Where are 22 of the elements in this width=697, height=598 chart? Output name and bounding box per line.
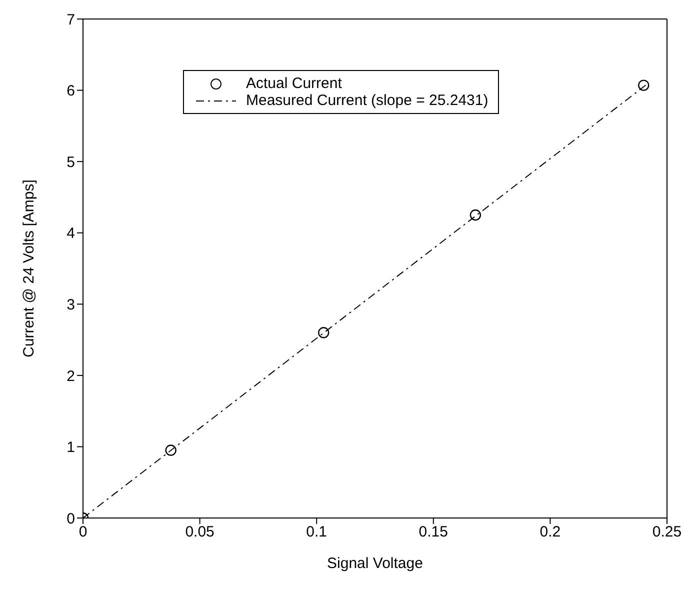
y-tick-label: 2: [66, 368, 75, 385]
point: [470, 209, 482, 221]
y-tick-label: 1: [66, 439, 75, 456]
point: [318, 327, 330, 338]
y-tick-label: 4: [66, 225, 75, 242]
y-axis-title: Current @ 24 Volts [Amps]: [20, 180, 38, 358]
y-tick-label: 0: [66, 510, 75, 528]
y-tick-label: 5: [66, 154, 75, 171]
x-tick-label: 0.05: [185, 524, 214, 541]
y-tick-label: 6: [66, 82, 75, 100]
x-tick-label: 0.15: [418, 524, 448, 541]
y-tick-label: 7: [66, 11, 75, 28]
point: [165, 444, 176, 456]
x-tick-label: 0.2: [540, 524, 561, 541]
x-tick-label: 0.1: [306, 524, 328, 541]
x-tick-label: 0.25: [652, 524, 682, 541]
point: [638, 80, 650, 91]
legend-label: Measured Current (slope = 25.2431): [246, 92, 488, 109]
x-tick-label: 0: [78, 524, 88, 541]
legend-label: Actual Current: [246, 75, 342, 92]
x-axis-title: Signal Voltage: [327, 555, 423, 572]
y-tick-label: 3: [66, 296, 75, 314]
